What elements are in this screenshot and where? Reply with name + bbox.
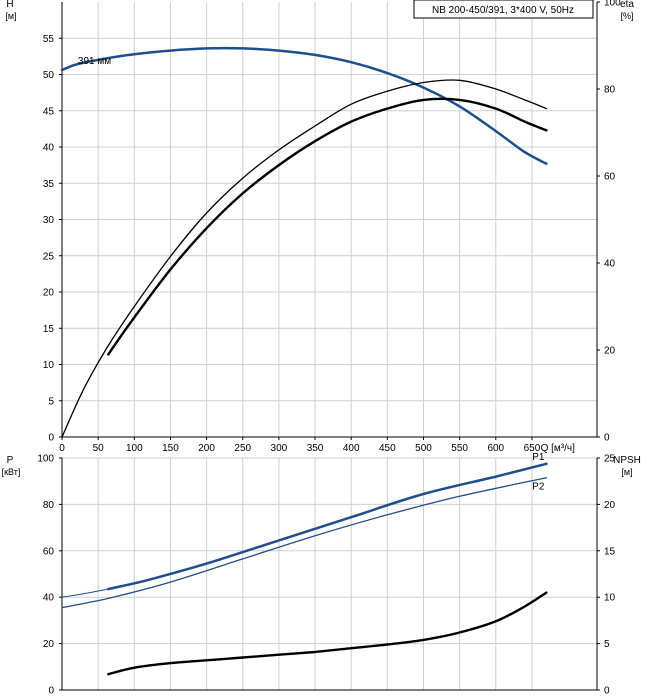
x-tick-label: 650 xyxy=(524,443,541,454)
lower-left-tick-label: 20 xyxy=(43,639,55,650)
lower-right-tick-label: 5 xyxy=(604,639,610,650)
lower-curve-label: P1 xyxy=(532,452,545,463)
upper-right-tick-label: 100 xyxy=(604,0,621,9)
lower-right-tick-label: 25 xyxy=(604,454,616,465)
lower-series-line-0 xyxy=(107,462,548,591)
x-tick-label: 500 xyxy=(415,443,432,454)
upper-right-axis-unit: [%] xyxy=(620,11,633,21)
lower-left-tick-label: 0 xyxy=(48,686,54,697)
upper-curve-label: 391 мм xyxy=(78,56,111,67)
lower-right-tick-label: 10 xyxy=(604,593,616,604)
upper-series-line-0 xyxy=(60,46,548,165)
upper-left-axis-title: H xyxy=(6,0,13,10)
upper-left-tick-label: 20 xyxy=(43,288,55,299)
lower-right-tick-label: 20 xyxy=(604,500,616,511)
lower-right-tick-label: 0 xyxy=(604,686,610,697)
upper-left-tick-label: 10 xyxy=(43,360,55,371)
upper-right-axis-title: eta xyxy=(620,0,634,10)
x-tick-label: 250 xyxy=(234,443,251,454)
lower-curve-label: P2 xyxy=(532,482,545,493)
lower-panel: 0 20 40 60 80 100 0 5 10 15 20 25 P[кВт] NPSH[м] P1 P2 xyxy=(2,452,641,697)
upper-left-tick-label: 55 xyxy=(43,34,55,45)
title-box-frame xyxy=(413,0,594,19)
upper-series-line-3 xyxy=(107,97,548,356)
lower-left-tick-label: 60 xyxy=(43,546,55,557)
upper-left-tick-label: 30 xyxy=(43,215,55,226)
lower-left-axis-title: P xyxy=(7,455,14,466)
x-tick-label: 200 xyxy=(198,443,215,454)
upper-left-tick-label: 15 xyxy=(43,324,55,335)
title-box-text: NB 200-450/391, 3*400 V, 50Hz xyxy=(432,5,574,16)
upper-left-axis-unit: [м] xyxy=(5,11,16,21)
lower-series-line-2 xyxy=(61,477,548,609)
upper-right-tick-label: 60 xyxy=(604,172,616,183)
x-tick-label: 100 xyxy=(126,443,143,454)
lower-right-axis-unit: [м] xyxy=(621,467,632,477)
upper-left-tick-label: 50 xyxy=(43,70,55,81)
lower-series-line-3 xyxy=(107,591,548,676)
x-tick-label: 150 xyxy=(162,443,179,454)
x-tick-label: 50 xyxy=(93,443,105,454)
x-tick-label: 600 xyxy=(487,443,504,454)
upper-series-line-1 xyxy=(61,58,106,71)
upper-right-tick-label: 40 xyxy=(604,259,616,270)
upper-left-tick-label: 0 xyxy=(48,433,54,444)
lower-left-axis-unit: [кВт] xyxy=(2,467,21,477)
x-tick-label: 350 xyxy=(307,443,324,454)
x-tick-label: 300 xyxy=(271,443,288,454)
x-tick-label: 450 xyxy=(379,443,396,454)
x-axis-label: Q [м³/ч] xyxy=(541,443,576,454)
upper-left-tick-label: 40 xyxy=(43,143,55,154)
upper-left-tick-label: 45 xyxy=(43,106,55,117)
x-tick-label: 0 xyxy=(59,443,65,454)
upper-right-tick-label: 80 xyxy=(604,85,616,96)
lower-series-line-1 xyxy=(61,588,109,598)
upper-left-tick-label: 5 xyxy=(48,396,54,407)
x-tick-label: 400 xyxy=(343,443,360,454)
lower-left-tick-label: 40 xyxy=(43,593,55,604)
upper-panel: 0510152025303540455055020406080100H[м]et… xyxy=(5,0,634,454)
upper-right-tick-label: 0 xyxy=(604,433,610,444)
upper-right-tick-label: 20 xyxy=(604,346,616,357)
upper-series-line-2 xyxy=(61,79,548,438)
lower-right-tick-label: 15 xyxy=(604,546,616,557)
lower-left-tick-label: 80 xyxy=(43,500,55,511)
title-box: NB 200-450/391, 3*400 V, 50Hz xyxy=(413,0,594,19)
lower-left-tick-label: 100 xyxy=(37,454,54,465)
upper-left-tick-label: 25 xyxy=(43,251,55,262)
x-tick-label: 550 xyxy=(451,443,468,454)
lower-right-axis-title: NPSH xyxy=(613,455,641,466)
upper-left-tick-label: 35 xyxy=(43,179,55,190)
